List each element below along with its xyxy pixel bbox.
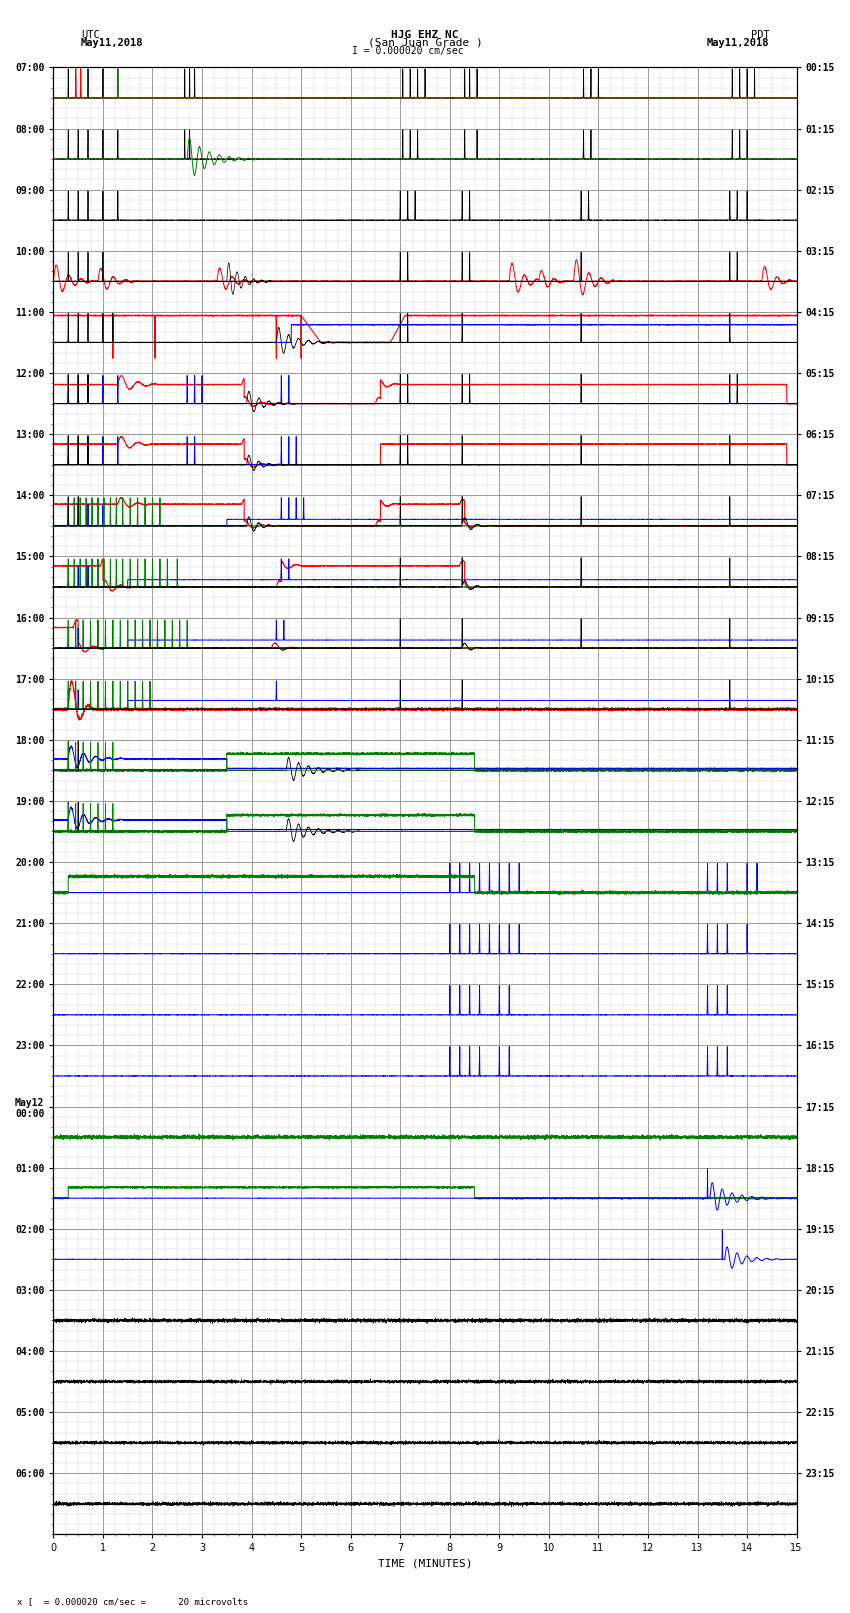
Text: May11,2018: May11,2018 xyxy=(81,37,144,48)
Text: I = 0.000020 cm/sec: I = 0.000020 cm/sec xyxy=(352,45,464,56)
Text: May11,2018: May11,2018 xyxy=(706,37,769,48)
X-axis label: TIME (MINUTES): TIME (MINUTES) xyxy=(377,1560,473,1569)
Text: x [  = 0.000020 cm/sec =      20 microvolts: x [ = 0.000020 cm/sec = 20 microvolts xyxy=(17,1597,248,1607)
Text: (San Juan Grade ): (San Juan Grade ) xyxy=(367,37,483,48)
Text: PDT: PDT xyxy=(751,31,769,40)
Text: UTC: UTC xyxy=(81,31,99,40)
Text: HJG EHZ NC: HJG EHZ NC xyxy=(391,31,459,40)
